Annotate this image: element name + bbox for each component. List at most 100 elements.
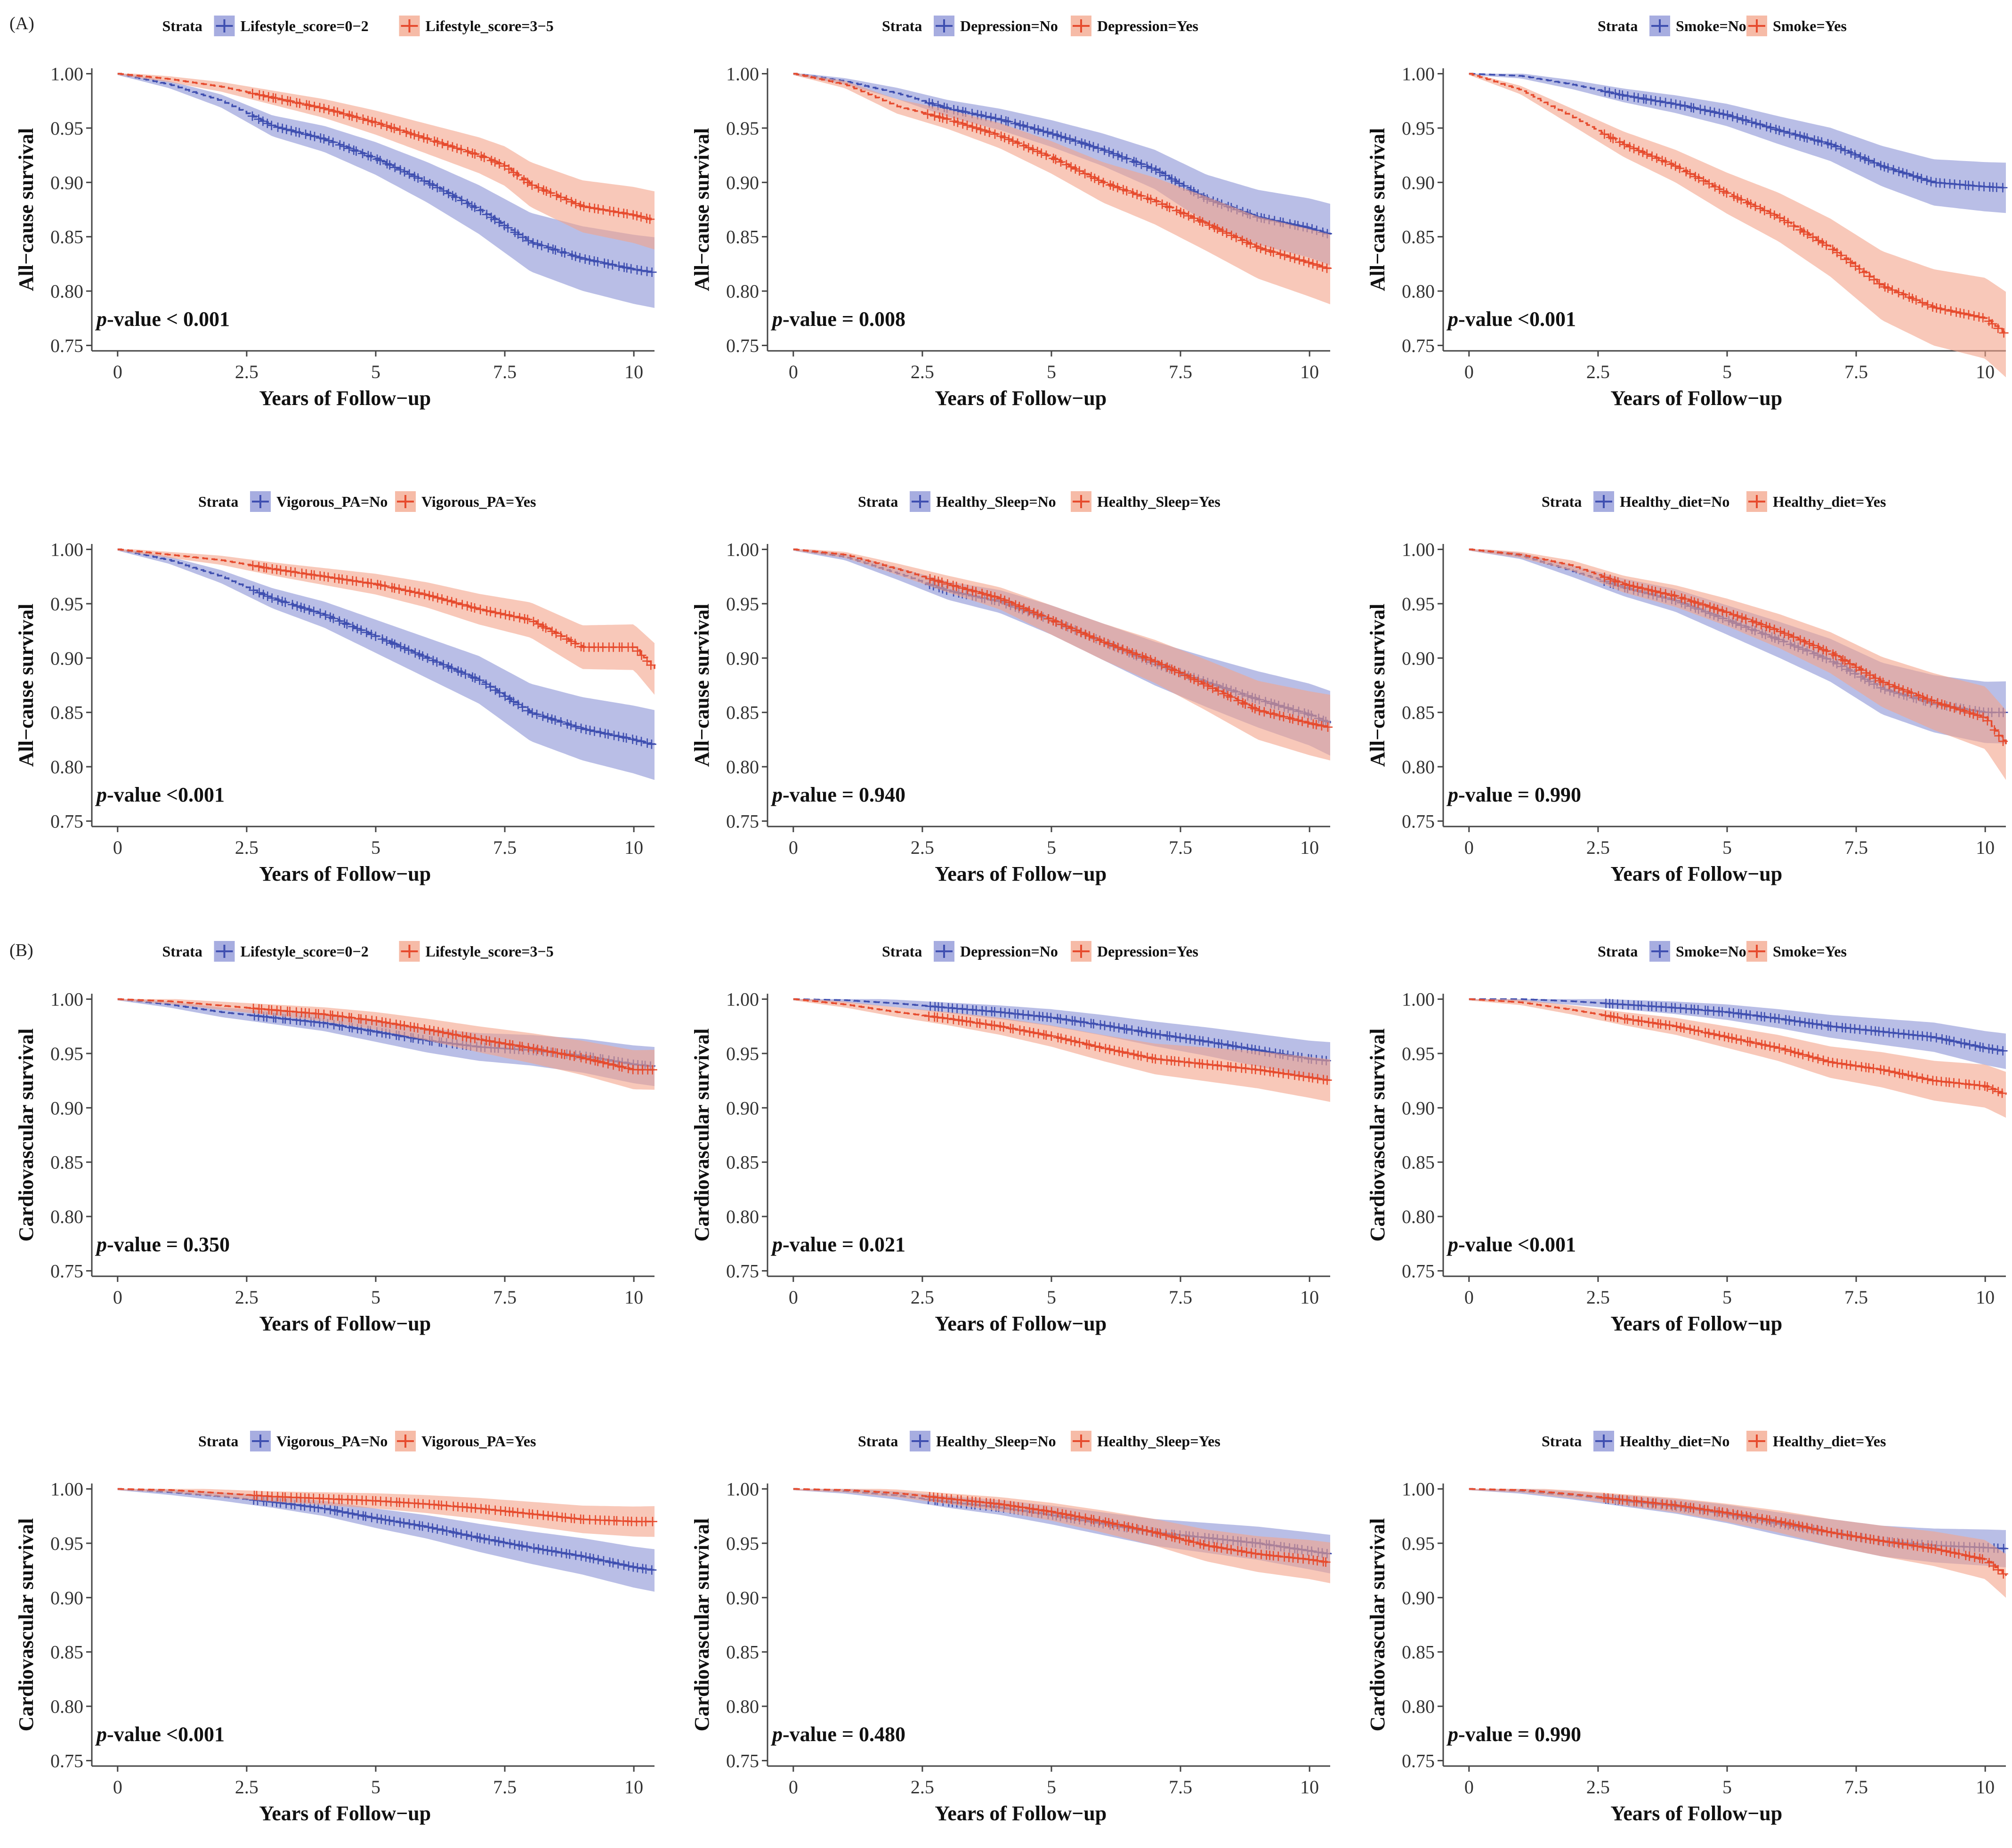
- x-tick-label: 0: [789, 361, 798, 382]
- x-tick-label: 2.5: [1586, 361, 1610, 382]
- p-value: p-value = 0.350: [95, 1233, 230, 1256]
- y-axis-title: Cardiovascular survival: [15, 1029, 38, 1242]
- p-value-text: -value = 0.990: [1458, 1723, 1581, 1746]
- x-tick-label: 10: [1300, 1287, 1319, 1308]
- ci-band-no: [793, 1489, 1330, 1573]
- y-tick-label: 1.00: [726, 64, 759, 85]
- km-plot-8: 0.75 0.80 0.85 0.90 0.95 1.00 0 2.5 5 7.5 10 Years …: [690, 941, 1332, 1335]
- x-tick-label: 5: [371, 1287, 380, 1308]
- censor-marks: [923, 109, 1332, 273]
- x-tick-label: 10: [1976, 361, 1995, 382]
- legend-title: Strata: [198, 493, 238, 510]
- x-tick-label: 10: [624, 1287, 643, 1308]
- x-tick-label: 7.5: [493, 361, 517, 382]
- y-tick-label: 0.90: [50, 172, 83, 193]
- y-tick-label: 1.00: [1402, 1479, 1435, 1500]
- y-tick-label: 1.00: [1402, 539, 1435, 560]
- legend: Strata Smoke=No Smoke=Yes: [1598, 941, 1847, 962]
- x-tick-label: 0: [1464, 1287, 1474, 1308]
- y-tick-label: 0.90: [1402, 648, 1435, 669]
- legend: Strata Depression=No Depression=Yes: [882, 941, 1198, 962]
- legend-title: Strata: [1598, 943, 1638, 960]
- p-value-symbol: p: [95, 1233, 107, 1256]
- x-tick-label: 10: [1976, 1287, 1995, 1308]
- legend-title: Strata: [1598, 17, 1638, 34]
- x-axis-title: Years of Follow−up: [1610, 1312, 1782, 1335]
- legend-label-yes: Healthy_diet=Yes: [1773, 1433, 1886, 1450]
- p-value: p-value = 0.021: [770, 1233, 905, 1256]
- y-tick-label: 0.85: [1402, 702, 1435, 723]
- legend-label-yes: Healthy_Sleep=Yes: [1097, 1433, 1220, 1450]
- censor-marks: [250, 1491, 657, 1526]
- legend-label-no: Depression=No: [960, 17, 1058, 34]
- y-tick-label: 0.80: [726, 1696, 759, 1717]
- legend-title: Strata: [858, 1433, 898, 1450]
- x-tick-label: 0: [789, 1287, 798, 1308]
- y-tick-label: 0.80: [1402, 1696, 1435, 1717]
- x-tick-label: 5: [371, 361, 380, 382]
- legend: Strata Vigorous_PA=No Vigorous_PA=Yes: [198, 491, 536, 512]
- x-axis-title: Years of Follow−up: [259, 1802, 431, 1825]
- legend: Strata Vigorous_PA=No Vigorous_PA=Yes: [198, 1431, 536, 1451]
- x-tick-label: 7.5: [1169, 1287, 1192, 1308]
- legend-label-yes: Healthy_Sleep=Yes: [1097, 493, 1220, 510]
- x-axis-title: Years of Follow−up: [935, 862, 1107, 885]
- x-tick-label: 7.5: [1844, 1776, 1868, 1798]
- ci-band-yes: [117, 73, 655, 250]
- x-tick-label: 5: [1722, 1287, 1732, 1308]
- y-tick-label: 1.00: [1402, 64, 1435, 85]
- x-tick-label: 7.5: [1169, 1776, 1192, 1798]
- legend-title: Strata: [198, 1433, 238, 1450]
- y-tick-label: 0.90: [726, 1097, 759, 1119]
- y-tick-label: 1.00: [50, 1479, 83, 1500]
- legend-label-yes: Healthy_diet=Yes: [1773, 493, 1886, 510]
- x-tick-label: 5: [1047, 837, 1056, 858]
- y-tick-label: 0.90: [50, 648, 83, 669]
- y-tick-label: 0.75: [1402, 335, 1435, 356]
- x-tick-label: 2.5: [1586, 1287, 1610, 1308]
- p-value-text: -value <0.001: [107, 783, 225, 806]
- p-value-symbol: p: [770, 783, 783, 806]
- y-axis-title: Cardiovascular survival: [690, 1518, 713, 1732]
- x-tick-label: 2.5: [911, 837, 934, 858]
- y-tick-label: 0.95: [726, 118, 759, 139]
- x-axis-title: Years of Follow−up: [259, 387, 431, 410]
- x-tick-label: 5: [371, 837, 380, 858]
- x-tick-label: 10: [1300, 361, 1319, 382]
- p-value: p-value = 0.990: [1446, 1723, 1581, 1746]
- legend-label-no: Healthy_diet=No: [1620, 493, 1729, 510]
- y-tick-label: 0.95: [1402, 1043, 1435, 1064]
- y-tick-label: 0.95: [1402, 593, 1435, 615]
- x-tick-label: 2.5: [911, 361, 934, 382]
- x-tick-label: 0: [789, 837, 798, 858]
- censor-marks: [1600, 87, 2008, 193]
- y-tick-label: 0.80: [1402, 1206, 1435, 1227]
- y-tick-label: 0.75: [726, 1260, 759, 1281]
- x-tick-label: 2.5: [235, 361, 259, 382]
- p-value-symbol: p: [770, 1233, 783, 1256]
- km-plot-7: 0.75 0.80 0.85 0.90 0.95 1.00 0 2.5 5 7.5 10 Years …: [15, 941, 657, 1335]
- p-value: p-value <0.001: [1446, 1233, 1576, 1256]
- x-tick-label: 10: [624, 837, 643, 858]
- x-tick-label: 10: [1976, 1776, 1995, 1798]
- ci-band-yes: [1469, 1489, 2006, 1598]
- legend-title: Strata: [1542, 493, 1582, 510]
- y-tick-label: 1.00: [50, 64, 83, 85]
- x-axis-title: Years of Follow−up: [259, 1312, 431, 1335]
- x-tick-label: 7.5: [1844, 1287, 1868, 1308]
- panel-label-a: (A): [9, 14, 34, 33]
- ci-band-yes: [1469, 73, 2006, 378]
- x-tick-label: 2.5: [1586, 1776, 1610, 1798]
- y-tick-label: 0.75: [50, 811, 83, 832]
- y-axis-title: All−cause survival: [1366, 128, 1389, 292]
- y-tick-label: 0.90: [726, 648, 759, 669]
- ci-band-no: [117, 549, 655, 780]
- y-tick-label: 0.80: [50, 281, 83, 302]
- censor-marks: [1600, 1011, 2007, 1098]
- x-tick-label: 7.5: [493, 837, 517, 858]
- censor-marks: [1600, 572, 2008, 746]
- legend-label-yes: Smoke=Yes: [1773, 17, 1847, 34]
- legend: Strata Smoke=No Smoke=Yes: [1598, 16, 1847, 36]
- y-tick-label: 0.75: [726, 1750, 759, 1771]
- p-value: p-value = 0.940: [770, 783, 905, 806]
